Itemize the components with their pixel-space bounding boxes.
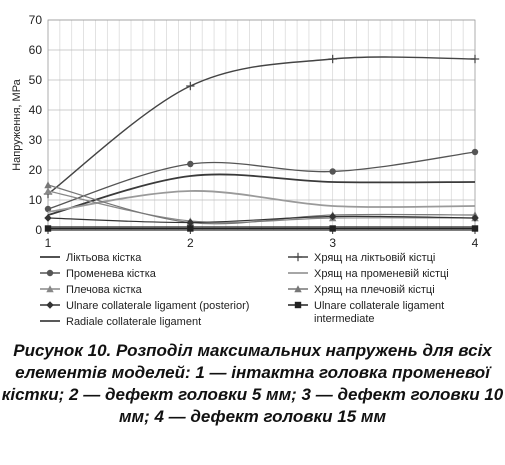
point-marker [328, 212, 337, 221]
series-lines [43, 54, 480, 232]
y-tick-label: 10 [29, 193, 43, 207]
point-marker [329, 225, 336, 232]
point-marker [46, 301, 54, 309]
figure-caption: Рисунок 10. Розподіл максимальних напруж… [1, 341, 504, 426]
legend-label: Хрящ на променевій кістці [314, 268, 449, 280]
series-line [47, 151, 476, 210]
legend-label: Ліктьова кістка [66, 252, 142, 264]
series-line [47, 173, 476, 216]
series-2 [43, 54, 480, 199]
series-line [47, 215, 476, 224]
x-tick-label: 2 [187, 236, 194, 250]
legend-item: Radiale collaterale ligament [40, 316, 201, 328]
x-tick-label: 3 [329, 236, 336, 250]
legend-label: Плечова кістка [66, 284, 143, 296]
grid [48, 19, 475, 231]
series-8 [44, 225, 479, 232]
legend-label-continued: intermediate [314, 313, 375, 325]
point-marker [46, 269, 54, 277]
point-marker [187, 160, 194, 168]
point-marker [471, 148, 479, 156]
legend-item: Ліктьова кістка [40, 252, 142, 264]
legend-item: Ulnare collaterale ligament (posterior) [40, 300, 249, 312]
legend-label: Хрящ на ліктьовій кістці [314, 252, 435, 264]
line-chart: 0 10 20 30 40 50 60 70 1 2 3 4 Напруження, МРа Лікть… [11, 13, 480, 328]
series-line [47, 184, 476, 225]
point-marker [293, 252, 303, 262]
y-tick-label: 50 [29, 73, 43, 87]
point-marker [44, 205, 52, 213]
point-marker [294, 285, 302, 293]
series-1 [47, 173, 476, 216]
y-tick-label: 20 [29, 163, 43, 177]
series-line [47, 190, 476, 213]
point-marker [471, 214, 479, 222]
legend: Ліктьова кістка Хрящ на ліктьовій кістці П… [40, 252, 449, 328]
legend-item: Хрящ на променевій кістці [288, 268, 449, 280]
legend-label: Променева кістка [66, 268, 157, 280]
series-7 [44, 212, 479, 227]
axes: 0 10 20 30 40 50 60 70 1 2 3 4 Напруження, МРа [11, 13, 479, 250]
point-marker [187, 225, 194, 232]
y-axis-title: Напруження, МРа [11, 78, 23, 170]
point-marker [328, 54, 337, 64]
point-marker [44, 187, 52, 195]
series-line [47, 56, 476, 195]
series-4 [47, 190, 476, 213]
point-marker [44, 225, 52, 232]
legend-item: Променева кістка [40, 268, 157, 280]
point-marker [44, 214, 52, 222]
series-3 [44, 148, 479, 213]
point-marker [294, 301, 302, 309]
point-marker [471, 225, 479, 232]
point-marker [46, 285, 54, 293]
x-tick-label: 1 [45, 236, 52, 250]
legend-label: Хрящ на плечовій кістці [314, 284, 435, 296]
point-marker [329, 168, 336, 175]
legend-label: Ulnare collaterale ligament [314, 300, 444, 312]
legend-label: Radiale collaterale ligament [66, 316, 201, 328]
y-tick-label: 40 [29, 103, 43, 117]
x-tick-label: 4 [472, 236, 479, 250]
y-tick-label: 70 [29, 13, 43, 27]
legend-label: Ulnare collaterale ligament (posterior) [66, 300, 249, 312]
y-tick-label: 0 [35, 223, 42, 237]
y-tick-label: 30 [29, 133, 43, 147]
point-marker [186, 81, 195, 91]
point-marker [470, 54, 480, 64]
legend-item: Плечова кістка [40, 284, 143, 296]
legend-item: Хрящ на ліктьовій кістці [288, 252, 435, 264]
point-marker [44, 181, 52, 189]
y-tick-label: 60 [29, 43, 43, 57]
point-marker [186, 218, 195, 227]
legend-item: Хрящ на плечовій кістці [288, 284, 435, 296]
